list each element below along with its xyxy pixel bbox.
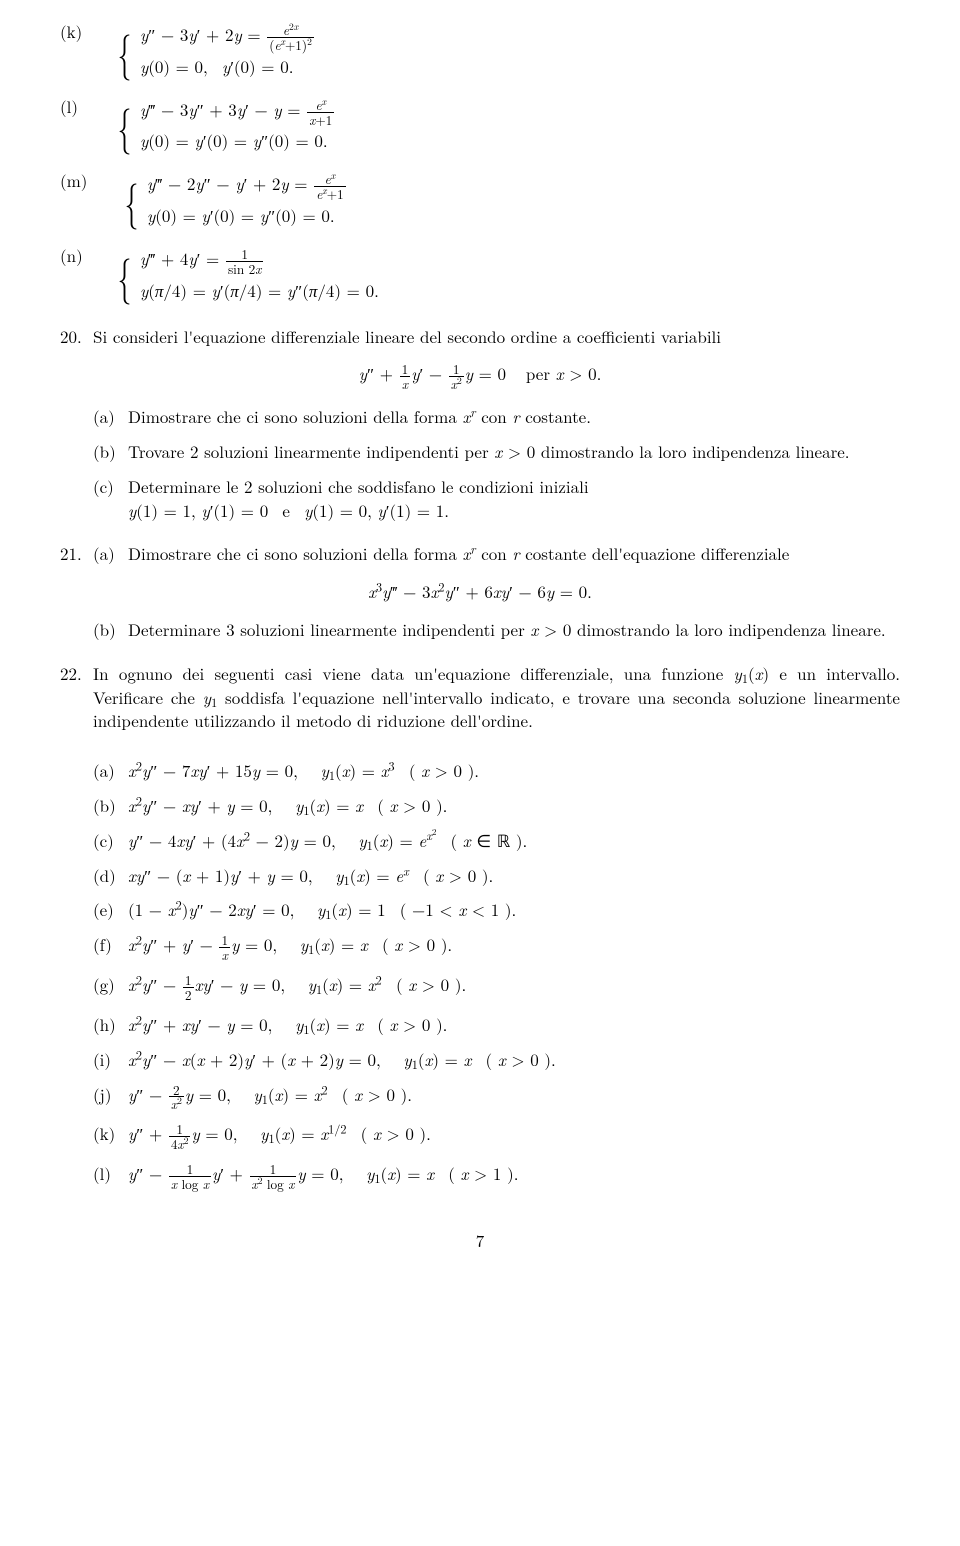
label-22f: (f): [93, 933, 128, 962]
problem-21-eq: x3y‴ − 3x2y″ + 6xy′ − 6y = 0.: [60, 580, 900, 604]
label-21b: (b): [93, 618, 128, 642]
problem-m: (m) { y‴ − 2y″ − y′ + 2y = exex+1 y(0) =…: [60, 169, 900, 230]
left-brace: {: [118, 105, 132, 144]
label-21a: (a): [93, 542, 128, 566]
problem-20a: (a) Dimostrare che ci sono soluzioni del…: [93, 405, 900, 429]
label-22e: (e): [93, 898, 128, 922]
label-22c: (c): [93, 829, 128, 853]
text-22g: x2y″ − 12xy′ − y = 0, y1(x) = x2 ( x > 0…: [128, 973, 900, 1002]
problem-20-eq: y″ + 1xy′ − 1x2y = 0 per x > 0.: [60, 362, 900, 391]
problem-22k: (k) y″ + 14x2y = 0, y1(x) = x1/2 ( x > 0…: [93, 1122, 900, 1151]
text-22j: y″ − 2x2y = 0, y1(x) = x2 ( x > 0 ).: [128, 1083, 900, 1112]
text-22h: x2y″ + xy′ − y = 0, y1(x) = x ( x > 0 ).: [128, 1013, 900, 1037]
problem-20b: (b) Trovare 2 soluzioni linearmente indi…: [93, 440, 900, 464]
problem-20-number: 20.: [60, 325, 93, 349]
text-22e: (1 − x2)y″ − 2xy′ = 0, y1(x) = 1 ( −1 < …: [128, 898, 900, 922]
text-22l: y″ − 1x log xy′ + 1x2 log xy = 0, y1(x) …: [128, 1162, 900, 1191]
problem-22-intro: In ognuno dei seguenti casi viene data u…: [93, 662, 900, 733]
brace-content: y‴ − 2y″ − y′ + 2y = exex+1 y(0) = y′(0)…: [147, 169, 347, 230]
brace-block: { y‴ − 2y″ − y′ + 2y = exex+1 y(0) = y′(…: [120, 169, 347, 230]
problem-21-number: 21.: [60, 542, 93, 566]
eq-line: y″ − 3y′ + 2y = e2x(ex+1)2: [140, 20, 315, 52]
label-22h: (h): [93, 1013, 128, 1037]
problem-22b: (b) x2y″ − xy′ + y = 0, y1(x) = x ( x > …: [93, 794, 900, 818]
eq-line: y‴ − 2y″ − y′ + 2y = exex+1: [147, 169, 347, 201]
text-22a: x2y″ − 7xy′ + 15y = 0, y1(x) = x3 ( x > …: [128, 759, 900, 783]
left-brace: {: [125, 180, 139, 219]
label-20c: (c): [93, 475, 128, 523]
label-22l: (l): [93, 1162, 128, 1191]
problem-20: 20. Si consideri l'equazione differenzia…: [60, 325, 900, 349]
problem-k: (k) { y″ − 3y′ + 2y = e2x(ex+1)2 y(0) = …: [60, 20, 900, 81]
brace-block: { y‴ + 4y′ = 1sin 2x y(π/4) = y′(π/4) = …: [113, 244, 379, 305]
text-20b: Trovare 2 soluzioni linearmente indipend…: [128, 440, 900, 464]
left-brace: {: [118, 31, 132, 70]
text-20a: Dimostrare che ci sono soluzioni della f…: [128, 405, 900, 429]
text-22b: x2y″ − xy′ + y = 0, y1(x) = x ( x > 0 ).: [128, 794, 900, 818]
eq-line: y(0) = y′(0) = y″(0) = 0.: [147, 201, 347, 230]
label-22a: (a): [93, 759, 128, 783]
problem-22-number: 22.: [60, 662, 93, 733]
problem-22j: (j) y″ − 2x2y = 0, y1(x) = x2 ( x > 0 ).: [93, 1083, 900, 1112]
text-22k: y″ + 14x2y = 0, y1(x) = x1/2 ( x > 0 ).: [128, 1122, 900, 1151]
label-22j: (j): [93, 1083, 128, 1112]
problem-21: 21. (a) Dimostrare che ci sono soluzioni…: [60, 542, 900, 566]
text-22c: y″ − 4xy′ + (4x2 − 2)y = 0, y1(x) = ex2 …: [128, 829, 900, 853]
problem-22e: (e) (1 − x2)y″ − 2xy′ = 0, y1(x) = 1 ( −…: [93, 898, 900, 922]
problem-k-label: (k): [60, 20, 113, 44]
label-22i: (i): [93, 1048, 128, 1072]
brace-content: y‴ − 3y″ + 3y′ − y = exx+1 y(0) = y′(0) …: [140, 95, 335, 156]
label-20a: (a): [93, 405, 128, 429]
label-22b: (b): [93, 794, 128, 818]
eq-line: y(π/4) = y′(π/4) = y″(π/4) = 0.: [140, 276, 379, 305]
problem-22c: (c) y″ − 4xy′ + (4x2 − 2)y = 0, y1(x) = …: [93, 829, 900, 853]
text-22d: xy″ − (x + 1)y′ + y = 0, y1(x) = ex ( x …: [128, 864, 900, 888]
problem-21b: (b) Determinare 3 soluzioni linearmente …: [93, 618, 900, 642]
brace-block: { y‴ − 3y″ + 3y′ − y = exx+1 y(0) = y′(0…: [113, 95, 335, 156]
problem-22i: (i) x2y″ − x(x + 2)y′ + (x + 2)y = 0, y1…: [93, 1048, 900, 1072]
page-number: 7: [60, 1229, 900, 1253]
problem-22f: (f) x2y″ + y′ − 1xy = 0, y1(x) = x ( x >…: [93, 933, 900, 962]
text-20c: Determinare le 2 soluzioni che soddisfan…: [128, 475, 900, 523]
text-22f: x2y″ + y′ − 1xy = 0, y1(x) = x ( x > 0 )…: [128, 933, 900, 962]
eq-line: y‴ − 3y″ + 3y′ − y = exx+1: [140, 95, 335, 127]
problem-l: (l) { y‴ − 3y″ + 3y′ − y = exx+1 y(0) = …: [60, 95, 900, 156]
label-22g: (g): [93, 973, 128, 1002]
problem-20c: (c) Determinare le 2 soluzioni che soddi…: [93, 475, 900, 523]
label-22k: (k): [93, 1122, 128, 1151]
problem-m-label: (m): [60, 169, 120, 193]
problem-22l: (l) y″ − 1x log xy′ + 1x2 log xy = 0, y1…: [93, 1162, 900, 1191]
problem-22d: (d) xy″ − (x + 1)y′ + y = 0, y1(x) = ex …: [93, 864, 900, 888]
text-22i: x2y″ − x(x + 2)y′ + (x + 2)y = 0, y1(x) …: [128, 1048, 900, 1072]
problem-l-label: (l): [60, 95, 113, 119]
label-22d: (d): [93, 864, 128, 888]
problem-21-body: (a) Dimostrare che ci sono soluzioni del…: [93, 542, 900, 566]
left-brace: {: [118, 255, 132, 294]
brace-content: y″ − 3y′ + 2y = e2x(ex+1)2 y(0) = 0, y′(…: [140, 20, 315, 81]
problem-22g: (g) x2y″ − 12xy′ − y = 0, y1(x) = x2 ( x…: [93, 973, 900, 1002]
brace-block: { y″ − 3y′ + 2y = e2x(ex+1)2 y(0) = 0, y…: [113, 20, 315, 81]
text-21a: Dimostrare che ci sono soluzioni della f…: [128, 542, 900, 566]
text-21b: Determinare 3 soluzioni linearmente indi…: [128, 618, 900, 642]
problem-22h: (h) x2y″ + xy′ − y = 0, y1(x) = x ( x > …: [93, 1013, 900, 1037]
eq-line: y‴ + 4y′ = 1sin 2x: [140, 244, 379, 276]
problem-n: (n) { y‴ + 4y′ = 1sin 2x y(π/4) = y′(π/4…: [60, 244, 900, 305]
problem-22a: (a) x2y″ − 7xy′ + 15y = 0, y1(x) = x3 ( …: [93, 759, 900, 783]
eq-line: y(0) = y′(0) = y″(0) = 0.: [140, 126, 335, 155]
problem-22: 22. In ognuno dei seguenti casi viene da…: [60, 662, 900, 733]
problem-20-intro: Si consideri l'equazione differenziale l…: [93, 325, 900, 349]
brace-content: y‴ + 4y′ = 1sin 2x y(π/4) = y′(π/4) = y″…: [140, 244, 379, 305]
problem-n-label: (n): [60, 244, 113, 268]
eq-line: y(0) = 0, y′(0) = 0.: [140, 52, 315, 81]
label-20b: (b): [93, 440, 128, 464]
